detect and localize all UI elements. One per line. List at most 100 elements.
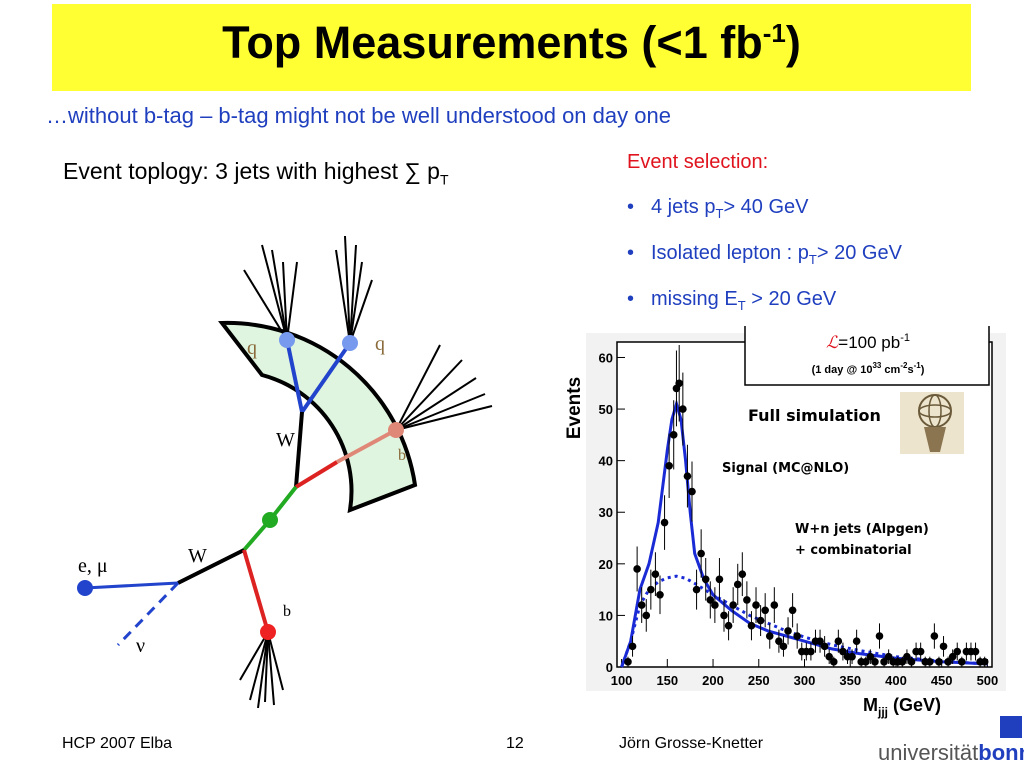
data-marker <box>880 658 888 666</box>
data-point <box>701 558 710 601</box>
data-marker <box>743 596 751 604</box>
data-point <box>720 599 728 632</box>
data-marker <box>861 658 870 666</box>
b-label: b <box>283 603 291 620</box>
data-point <box>692 569 701 610</box>
data-marker <box>784 627 792 635</box>
data-marker <box>729 601 737 609</box>
y-tick-label: 30 <box>599 505 613 520</box>
page-number: 12 <box>506 735 524 752</box>
quark-line <box>300 341 352 414</box>
data-point <box>861 656 870 667</box>
full-simulation-label: Full simulation <box>748 406 881 425</box>
data-marker <box>907 658 916 666</box>
b-quark-line <box>336 428 397 464</box>
data-point <box>738 552 747 597</box>
x-tick-label: 150 <box>656 673 678 688</box>
data-point <box>715 558 724 601</box>
data-marker <box>793 632 801 640</box>
data-point <box>939 636 948 657</box>
data-point <box>980 656 989 667</box>
data-point <box>866 649 875 664</box>
data-point <box>903 649 911 664</box>
atlas-logo-icon <box>900 392 964 454</box>
data-point <box>953 642 962 661</box>
selection-item: • missing ET > 20 GeV <box>627 288 837 313</box>
data-marker <box>825 652 833 661</box>
title-superscript: -1 <box>762 18 786 48</box>
data-marker <box>711 601 719 609</box>
x-axis-label: Mjjj (GeV) <box>863 695 941 719</box>
data-point <box>628 636 637 657</box>
plot-frame <box>616 341 993 668</box>
data-point <box>656 575 664 615</box>
quark-line <box>285 339 304 413</box>
data-marker <box>834 637 843 646</box>
data-marker <box>839 647 847 656</box>
slide-subtitle: …without b-tag – b-tag might not be well… <box>46 103 671 128</box>
data-marker <box>788 606 797 615</box>
data-marker <box>761 606 769 615</box>
w-boson-line <box>294 411 304 488</box>
data-marker <box>829 658 838 666</box>
y-tick-label: 50 <box>599 402 613 417</box>
selection-item: • 4 jets pT> 40 GeV <box>627 196 809 221</box>
data-marker <box>624 658 632 666</box>
x-axis-ticks: 100 150 200 250 300 350 400 450 500 <box>611 659 998 688</box>
data-marker <box>720 611 728 620</box>
data-marker <box>747 621 756 630</box>
data-marker <box>930 632 939 640</box>
data-marker <box>697 549 705 558</box>
data-point <box>948 649 957 664</box>
w-label: W <box>188 545 207 567</box>
data-point <box>971 642 980 661</box>
data-marker <box>884 652 893 661</box>
top-dot <box>262 512 278 528</box>
lepton-label: e, μ <box>78 555 108 577</box>
data-marker <box>971 647 980 656</box>
data-point <box>747 611 756 641</box>
background-label: W+n jets (Alpgen) <box>795 522 929 537</box>
data-point <box>784 617 792 645</box>
data-point <box>944 656 952 667</box>
w-label: W <box>276 429 295 451</box>
data-marker <box>807 647 815 656</box>
neutrino-label: ν <box>136 635 145 657</box>
x-tick-label: 400 <box>885 673 907 688</box>
jet-spray-lines <box>239 235 493 708</box>
neutrino-line <box>116 581 180 647</box>
data-marker <box>779 642 788 651</box>
data-point <box>660 495 669 550</box>
data-point <box>642 599 651 632</box>
data-point <box>884 649 893 664</box>
data-point <box>816 629 824 653</box>
selection-heading: Event selection: <box>627 151 769 173</box>
data-point <box>793 623 801 649</box>
data-point <box>829 656 838 667</box>
b-jet-dot <box>260 624 276 640</box>
data-marker <box>816 637 824 646</box>
logo-text: universitätbonn <box>878 740 1024 765</box>
b-label: b <box>398 447 406 464</box>
data-point <box>724 611 733 641</box>
data-point <box>679 372 687 446</box>
data-point <box>907 656 916 667</box>
y-axis-label: Events <box>564 377 585 439</box>
data-marker <box>875 632 884 640</box>
data-point <box>711 587 719 623</box>
y-axis-ticks: 0 10 20 30 40 50 60 <box>599 350 625 675</box>
data-marker <box>724 621 733 630</box>
y-tick-label: 0 <box>606 660 613 675</box>
y-tick-label: 60 <box>599 350 613 365</box>
data-marker <box>752 601 760 609</box>
data-marker <box>633 565 641 573</box>
data-point <box>834 629 843 653</box>
data-marker <box>647 585 655 594</box>
data-point <box>752 587 760 623</box>
x-tick-label: 450 <box>931 673 953 688</box>
data-point <box>624 656 632 667</box>
data-point <box>916 642 925 661</box>
b-quark-line <box>294 460 339 489</box>
data-marker <box>944 658 952 666</box>
data-point <box>775 629 783 653</box>
